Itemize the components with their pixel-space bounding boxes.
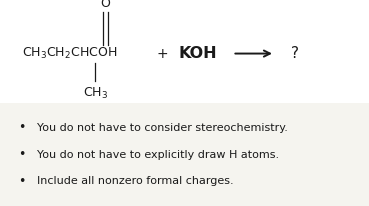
Text: You do not have to explicitly draw H atoms.: You do not have to explicitly draw H ato…: [37, 150, 279, 159]
Text: •: •: [18, 175, 26, 188]
Text: +: +: [156, 47, 168, 61]
Text: Include all nonzero formal charges.: Include all nonzero formal charges.: [37, 176, 234, 186]
Text: ?: ?: [291, 46, 299, 61]
Bar: [0, 103, 369, 206]
Text: You do not have to consider stereochemistry.: You do not have to consider stereochemis…: [37, 123, 288, 133]
Text: O: O: [100, 0, 110, 10]
Text: CH$_3$CH$_2$CHCOH: CH$_3$CH$_2$CHCOH: [22, 46, 117, 61]
Bar: [0, 0, 369, 103]
Text: CH$_3$: CH$_3$: [83, 85, 108, 101]
Text: KOH: KOH: [178, 46, 217, 61]
Text: •: •: [18, 148, 26, 161]
Text: •: •: [18, 121, 26, 134]
